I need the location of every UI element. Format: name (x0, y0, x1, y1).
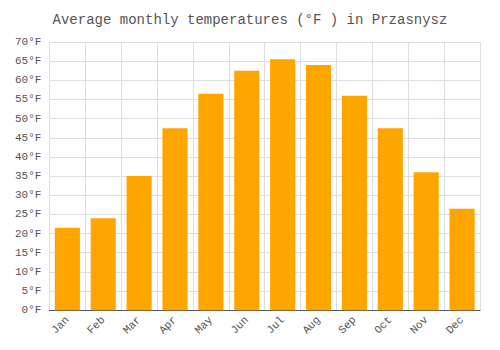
svg-text:Dec: Dec (444, 314, 466, 336)
svg-text:55°F: 55°F (15, 93, 41, 105)
svg-text:10°F: 10°F (15, 266, 41, 278)
svg-text:65°F: 65°F (15, 55, 41, 67)
svg-text:Jul: Jul (264, 314, 286, 336)
svg-text:May: May (193, 314, 216, 337)
svg-text:70°F: 70°F (15, 36, 41, 48)
svg-text:Jun: Jun (229, 314, 251, 336)
svg-text:Sep: Sep (336, 314, 358, 336)
svg-text:60°F: 60°F (15, 74, 41, 86)
svg-text:Aug: Aug (300, 314, 322, 336)
svg-text:35°F: 35°F (15, 170, 41, 182)
svg-text:Jan: Jan (49, 314, 71, 336)
svg-text:40°F: 40°F (15, 151, 41, 163)
svg-text:Apr: Apr (157, 314, 179, 336)
svg-text:50°F: 50°F (15, 113, 41, 125)
svg-text:Mar: Mar (121, 314, 143, 336)
svg-text:5°F: 5°F (22, 285, 42, 297)
svg-text:15°F: 15°F (15, 247, 41, 259)
svg-text:20°F: 20°F (15, 228, 41, 240)
svg-text:Feb: Feb (85, 314, 107, 336)
svg-text:Average monthly temperatures (: Average monthly temperatures (°F ) in Pr… (53, 12, 448, 28)
svg-text:Nov: Nov (408, 314, 431, 337)
svg-text:45°F: 45°F (15, 132, 41, 144)
svg-text:0°F: 0°F (22, 304, 42, 316)
svg-text:30°F: 30°F (15, 189, 41, 201)
svg-text:Oct: Oct (372, 314, 394, 336)
svg-text:25°F: 25°F (15, 208, 41, 220)
